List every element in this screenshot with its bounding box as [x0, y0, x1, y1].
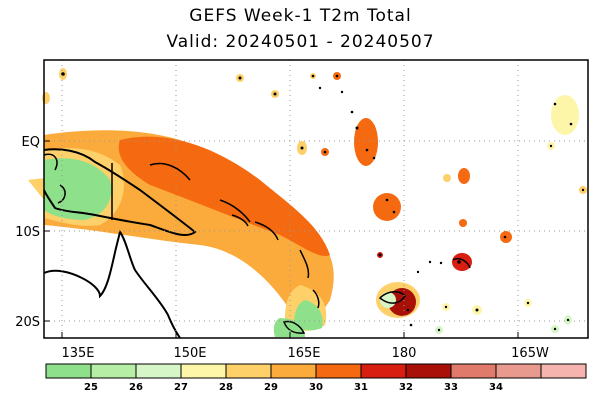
lon-label-165w: 165W — [511, 346, 549, 361]
lon-label-180: 180 — [392, 346, 417, 361]
colorbar-label: 27 — [174, 382, 188, 393]
coastlines — [43, 148, 471, 339]
colorbar-label: 31 — [354, 382, 368, 393]
grid-lines — [44, 60, 588, 338]
lon-label-165e: 165E — [287, 346, 320, 361]
lon-label-150e: 150E — [173, 346, 206, 361]
colorbar-label: 33 — [444, 382, 458, 393]
colorbar-label: 29 — [264, 382, 278, 393]
lat-label-20s: 20S — [15, 315, 40, 330]
colorbar-swatch — [45, 363, 92, 379]
island-dots — [61, 72, 585, 332]
colorbar-label: 26 — [129, 382, 143, 393]
map-subtitle: Valid: 20240501 - 20240507 — [166, 32, 435, 52]
colorbar-swatch — [180, 363, 227, 379]
colorbar-label: 30 — [309, 382, 323, 393]
colorbar-swatch — [135, 363, 182, 379]
colorbar-swatch — [405, 363, 452, 379]
colorbar-label: 28 — [219, 382, 233, 393]
colorbar-swatch — [315, 363, 362, 379]
colorbar-swatch — [540, 363, 587, 379]
colorbar-swatch — [90, 363, 137, 379]
colorbar-label: 34 — [489, 382, 503, 393]
colorbar — [45, 363, 587, 379]
map-frame — [43, 59, 589, 339]
lat-label-10s: 10S — [15, 225, 40, 240]
map-title: GEFS Week-1 T2m Total — [189, 6, 412, 26]
colorbar-label: 32 — [399, 382, 413, 393]
colorbar-swatch — [360, 363, 407, 379]
lat-label-eq: EQ — [22, 135, 40, 150]
colorbar-swatch — [450, 363, 497, 379]
colorbar-swatch — [225, 363, 272, 379]
lon-label-135e: 135E — [61, 346, 94, 361]
colorbar-swatch — [495, 363, 542, 379]
colorbar-swatch — [270, 363, 317, 379]
colorbar-labels: 25 26 27 28 29 30 31 32 33 34 — [84, 382, 503, 393]
colorbar-label: 25 — [84, 382, 98, 393]
axis-ticks — [44, 140, 519, 338]
